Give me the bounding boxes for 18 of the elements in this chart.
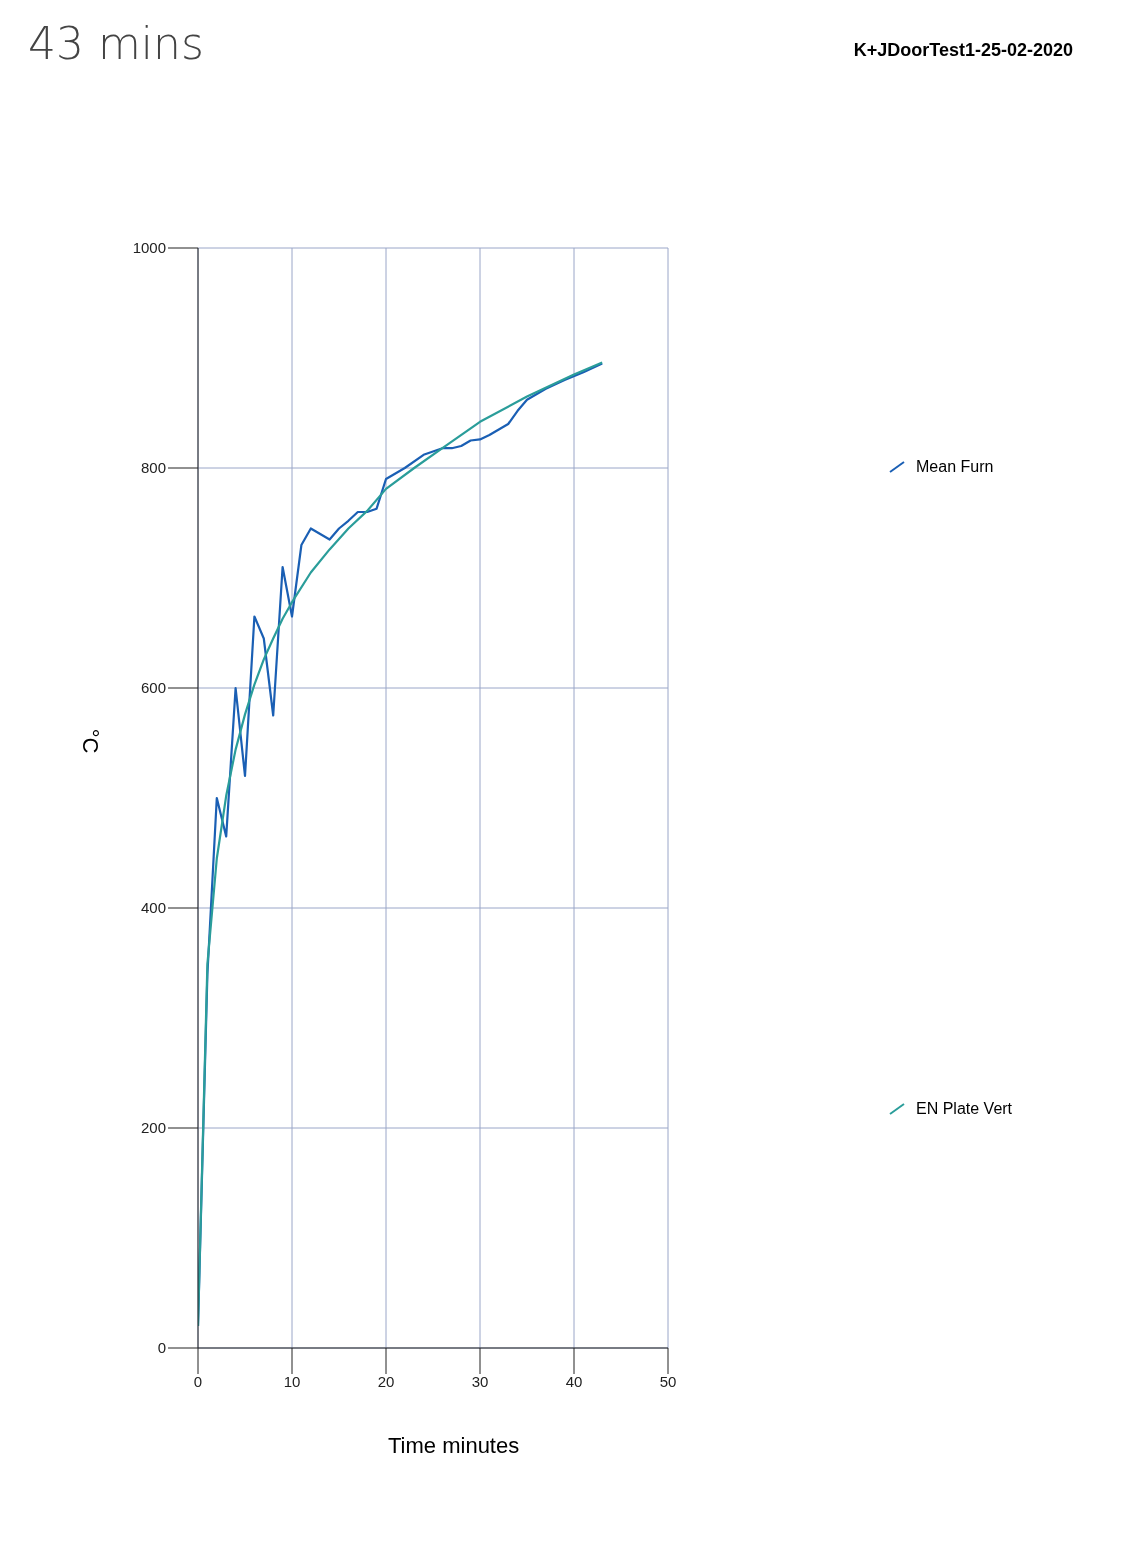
y-axis-title: °C bbox=[77, 728, 104, 754]
y-tick-label: 1000 bbox=[132, 239, 166, 257]
x-axis-title: Time minutes bbox=[388, 1433, 520, 1459]
x-tick-label: 10 bbox=[283, 1372, 301, 1390]
y-tick-label: 400 bbox=[140, 899, 166, 917]
y-tick-label: 200 bbox=[140, 1119, 166, 1137]
y-tick-label: 0 bbox=[157, 1339, 166, 1357]
x-tick-label: 30 bbox=[471, 1372, 489, 1390]
text: 43 mins bbox=[28, 18, 204, 69]
x-tick-label: 0 bbox=[193, 1372, 203, 1390]
x-tick-label: 20 bbox=[377, 1372, 395, 1390]
y-tick-label: 600 bbox=[140, 679, 166, 697]
legend-label: EN Plate Vert bbox=[916, 1100, 1013, 1118]
x-tick-label: 50 bbox=[659, 1372, 677, 1390]
text: K+JDoorTest1-25-02-2020 bbox=[853, 40, 1073, 61]
x-tick-label: 40 bbox=[565, 1372, 583, 1390]
legend-label: Mean Furn bbox=[916, 458, 994, 476]
y-tick-label: 800 bbox=[140, 459, 166, 477]
